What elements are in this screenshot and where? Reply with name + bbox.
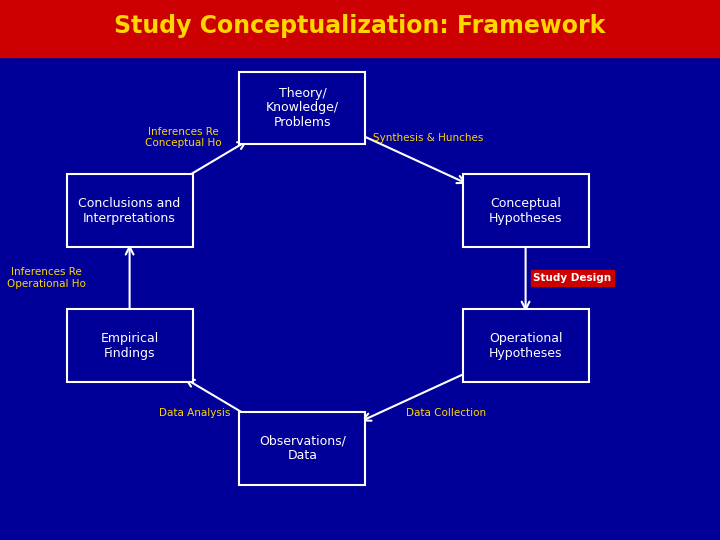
Text: Operational
Hypotheses: Operational Hypotheses bbox=[489, 332, 562, 360]
FancyBboxPatch shape bbox=[462, 309, 588, 382]
Text: Observations/
Data: Observations/ Data bbox=[259, 434, 346, 462]
Text: Study Conceptualization: Framework: Study Conceptualization: Framework bbox=[114, 14, 606, 38]
Text: Inferences Re
Conceptual Ho: Inferences Re Conceptual Ho bbox=[145, 127, 222, 148]
FancyBboxPatch shape bbox=[462, 174, 588, 247]
Text: Study Design: Study Design bbox=[534, 273, 611, 283]
FancyBboxPatch shape bbox=[239, 71, 365, 144]
FancyBboxPatch shape bbox=[66, 174, 192, 247]
FancyBboxPatch shape bbox=[239, 411, 365, 485]
FancyBboxPatch shape bbox=[0, 0, 720, 57]
FancyBboxPatch shape bbox=[66, 309, 192, 382]
Text: Conceptual
Hypotheses: Conceptual Hypotheses bbox=[489, 197, 562, 225]
Text: Data Analysis: Data Analysis bbox=[158, 408, 230, 418]
Text: Theory/
Knowledge/
Problems: Theory/ Knowledge/ Problems bbox=[266, 86, 339, 130]
Text: Inferences Re
Operational Ho: Inferences Re Operational Ho bbox=[7, 267, 86, 289]
Text: Empirical
Findings: Empirical Findings bbox=[101, 332, 158, 360]
Text: Synthesis & Hunches: Synthesis & Hunches bbox=[373, 133, 484, 143]
Text: Conclusions and
Interpretations: Conclusions and Interpretations bbox=[78, 197, 181, 225]
Text: Data Collection: Data Collection bbox=[406, 408, 487, 418]
